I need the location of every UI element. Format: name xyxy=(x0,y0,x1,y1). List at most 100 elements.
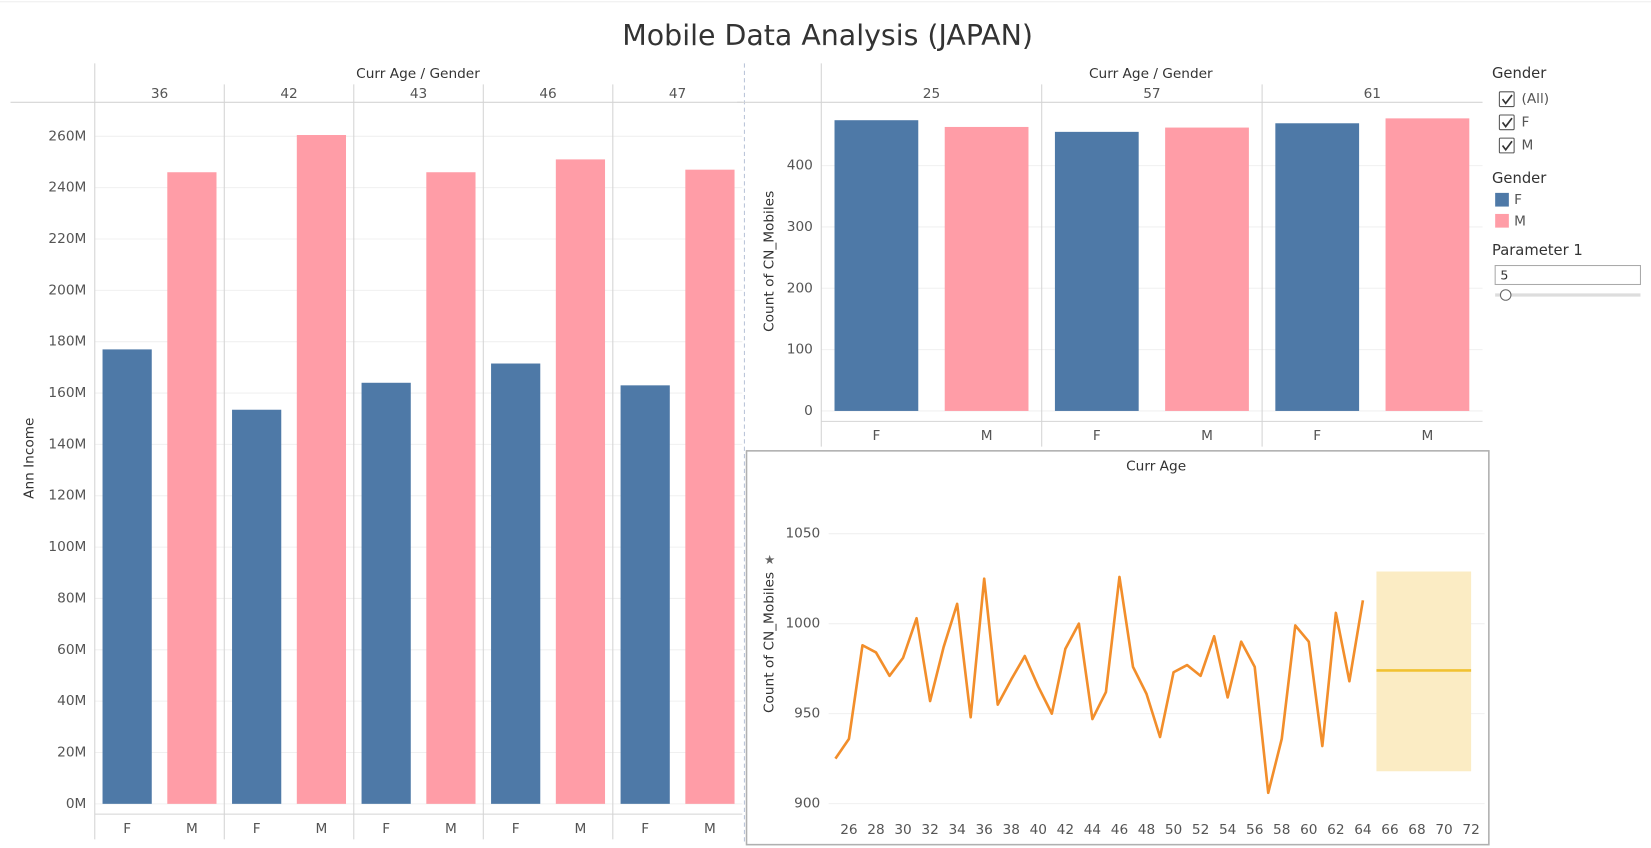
x-tick-label: F xyxy=(123,821,131,837)
y-tick-label: 120M xyxy=(48,488,86,504)
x-tick-label: 46 xyxy=(1111,822,1128,838)
x-tick-label: 36 xyxy=(975,822,992,838)
bar xyxy=(491,363,541,804)
x-tick-label: M xyxy=(1422,428,1434,444)
x-tick-label: 52 xyxy=(1192,822,1209,838)
group-label: 47 xyxy=(669,86,686,102)
group-label: 43 xyxy=(410,86,427,102)
x-tick-label: M xyxy=(316,821,328,837)
bar xyxy=(1054,131,1139,411)
x-tick-label: 48 xyxy=(1138,822,1155,838)
x-tick-label: M xyxy=(704,821,716,837)
bar xyxy=(834,120,919,411)
bar xyxy=(944,126,1029,411)
y-tick-label: 400 xyxy=(787,158,813,174)
bar xyxy=(1385,118,1470,411)
x-tick-label: 60 xyxy=(1300,822,1317,838)
legend-label: F xyxy=(1514,192,1522,208)
group-label: 42 xyxy=(280,86,297,102)
x-tick-label: F xyxy=(512,821,520,837)
checkbox[interactable] xyxy=(1498,114,1515,131)
chart-title: Curr Age xyxy=(1126,459,1186,475)
parameter-title: Parameter 1 xyxy=(1492,242,1583,259)
x-tick-label: 26 xyxy=(840,822,857,838)
y-tick-label: 200M xyxy=(48,282,86,298)
bar xyxy=(361,382,411,804)
y-tick-label: 0M xyxy=(66,796,87,812)
bar xyxy=(167,172,217,804)
y-tick-label: 900 xyxy=(794,796,820,812)
group-label: 36 xyxy=(151,86,168,102)
pin-icon: ★ xyxy=(764,552,775,567)
group-label: 46 xyxy=(539,86,556,102)
filter-option[interactable]: F xyxy=(1521,114,1529,130)
x-tick-label: 44 xyxy=(1084,822,1101,838)
checkmark xyxy=(1501,117,1513,128)
y-tick-label: 100 xyxy=(787,342,813,358)
group-label: 57 xyxy=(1143,86,1160,102)
x-tick-label: 30 xyxy=(894,822,911,838)
bar xyxy=(1275,123,1360,411)
x-tick-label: F xyxy=(253,821,261,837)
x-tick-label: F xyxy=(382,821,390,837)
x-tick-label: 72 xyxy=(1462,822,1479,838)
y-axis-label: Count of CN_Mobiles xyxy=(762,191,778,332)
x-tick-label: 34 xyxy=(948,822,965,838)
bar xyxy=(1165,127,1249,411)
bar xyxy=(555,159,606,804)
x-tick-label: 28 xyxy=(867,822,884,838)
y-tick-label: 260M xyxy=(48,128,86,144)
x-tick-label: 50 xyxy=(1165,822,1182,838)
checkbox[interactable] xyxy=(1498,137,1515,154)
parameter-value[interactable]: 5 xyxy=(1500,268,1508,283)
x-tick-label: 54 xyxy=(1219,822,1236,838)
x-tick-label: M xyxy=(445,821,457,837)
y-axis-label: Count of CN_Mobiles xyxy=(762,572,778,713)
bar xyxy=(620,385,670,804)
y-tick-label: 240M xyxy=(48,180,86,196)
x-tick-label: 62 xyxy=(1327,822,1344,838)
x-tick-label: M xyxy=(575,821,587,837)
slider-knob[interactable] xyxy=(1499,289,1512,301)
bar xyxy=(426,172,476,804)
chart-frame xyxy=(745,450,1490,846)
y-tick-label: 160M xyxy=(48,385,86,401)
x-tick-label: F xyxy=(1093,428,1101,444)
x-tick-label: 32 xyxy=(921,822,938,838)
parameter-input[interactable] xyxy=(1494,265,1641,286)
checkmark xyxy=(1501,94,1513,105)
y-tick-label: 40M xyxy=(57,693,86,709)
y-tick-label: 100M xyxy=(48,539,86,555)
x-tick-label: 42 xyxy=(1057,822,1074,838)
bar xyxy=(296,135,347,804)
x-tick-label: F xyxy=(1313,428,1321,444)
bar xyxy=(232,409,282,804)
checkmark xyxy=(1501,140,1513,152)
line xyxy=(834,575,1365,795)
y-axis-label: Ann Income xyxy=(21,418,37,499)
x-tick-label: 70 xyxy=(1435,822,1452,838)
x-tick-label: 56 xyxy=(1246,822,1263,838)
y-tick-label: 950 xyxy=(794,706,820,722)
dashboard-title: Mobile Data Analysis (JAPAN) xyxy=(622,19,1033,52)
y-tick-label: 0 xyxy=(804,403,813,419)
x-tick-label: F xyxy=(641,821,649,837)
y-tick-label: 220M xyxy=(48,231,86,247)
y-tick-label: 80M xyxy=(57,590,86,606)
legend-swatch xyxy=(1495,192,1509,207)
legend-title: Gender xyxy=(1492,170,1547,187)
group-label: 61 xyxy=(1364,86,1381,102)
column-header: Curr Age / Gender xyxy=(1089,66,1213,82)
group-label: 25 xyxy=(923,86,940,102)
filter-option[interactable]: (All) xyxy=(1521,91,1549,107)
checkbox[interactable] xyxy=(1498,91,1515,108)
y-tick-label: 200 xyxy=(787,280,813,296)
x-tick-label: M xyxy=(981,428,993,444)
legend-swatch xyxy=(1495,213,1509,228)
x-tick-label: 66 xyxy=(1381,822,1398,838)
filter-title: Gender xyxy=(1492,65,1547,82)
y-tick-label: 180M xyxy=(48,334,86,350)
filter-option[interactable]: M xyxy=(1521,137,1533,153)
x-tick-label: 64 xyxy=(1354,822,1371,838)
